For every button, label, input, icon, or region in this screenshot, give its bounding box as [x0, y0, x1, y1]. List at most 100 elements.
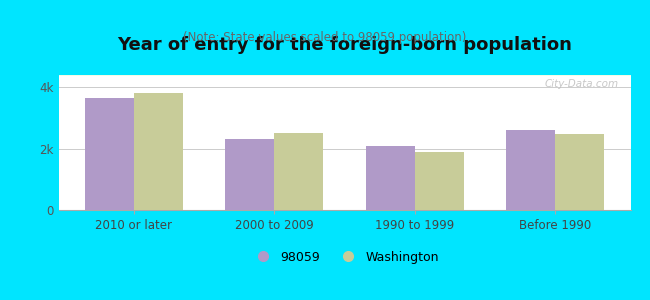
Bar: [58, 75, 630, 76]
Bar: [58, 75, 630, 76]
Bar: [58, 75, 630, 76]
Bar: [58, 75, 630, 76]
Bar: [58, 75, 630, 76]
Bar: [58, 75, 630, 76]
Bar: [58, 75, 630, 76]
Text: (Note: State values scaled to 98059 population): (Note: State values scaled to 98059 popu…: [183, 32, 467, 44]
Bar: [58, 75, 630, 76]
Bar: [58, 75, 630, 76]
Bar: [58, 75, 630, 76]
Bar: [58, 75, 630, 76]
Text: City-Data.com: City-Data.com: [545, 79, 619, 89]
Bar: [58, 75, 630, 76]
Bar: [58, 75, 630, 76]
Bar: [58, 75, 630, 76]
Bar: [58, 75, 630, 76]
Bar: [58, 75, 630, 76]
Bar: [58, 75, 630, 76]
Bar: [58, 75, 630, 76]
Bar: [58, 75, 630, 76]
Bar: [58, 75, 630, 76]
Bar: [58, 75, 630, 76]
Bar: [58, 75, 630, 76]
Bar: [58, 75, 630, 76]
Bar: [58, 75, 630, 76]
Bar: [58, 75, 630, 76]
Bar: [58, 75, 630, 76]
Bar: [58, 75, 630, 76]
Bar: [58, 75, 630, 76]
Bar: [58, 75, 630, 76]
Bar: [58, 75, 630, 76]
Bar: [58, 75, 630, 76]
Bar: [58, 75, 630, 76]
Bar: [58, 75, 630, 76]
Bar: [58, 75, 630, 76]
Bar: [555, 134, 605, 210]
Bar: [225, 140, 274, 210]
Bar: [58, 75, 630, 76]
Bar: [58, 75, 630, 76]
Bar: [58, 75, 630, 76]
Bar: [58, 75, 630, 76]
Bar: [58, 75, 630, 76]
Bar: [58, 75, 630, 76]
Bar: [58, 75, 630, 76]
Bar: [58, 75, 630, 76]
Bar: [58, 75, 630, 76]
Bar: [58, 75, 630, 76]
Bar: [58, 75, 630, 76]
Bar: [58, 75, 630, 76]
Bar: [58, 75, 630, 76]
Bar: [134, 93, 183, 210]
Bar: [58, 75, 630, 76]
Bar: [58, 75, 630, 76]
Bar: [58, 75, 630, 76]
Bar: [58, 75, 630, 76]
Bar: [58, 75, 630, 76]
Bar: [58, 75, 630, 76]
Bar: [58, 75, 630, 76]
Bar: [58, 75, 630, 76]
Bar: [58, 75, 630, 76]
Bar: [84, 98, 134, 210]
Bar: [58, 75, 630, 76]
Bar: [58, 75, 630, 76]
Bar: [58, 75, 630, 76]
Bar: [58, 75, 630, 76]
Bar: [58, 75, 630, 76]
Bar: [58, 75, 630, 76]
Bar: [58, 75, 630, 76]
Bar: [58, 75, 630, 76]
Bar: [58, 75, 630, 76]
Bar: [58, 75, 630, 76]
Bar: [58, 75, 630, 76]
Bar: [58, 75, 630, 76]
Bar: [58, 75, 630, 76]
Bar: [58, 75, 630, 76]
Bar: [58, 75, 630, 76]
Bar: [58, 75, 630, 76]
Bar: [58, 75, 630, 76]
Bar: [58, 75, 630, 76]
Bar: [58, 75, 630, 76]
Bar: [58, 75, 630, 76]
Bar: [58, 75, 630, 76]
Bar: [58, 75, 630, 76]
Bar: [58, 75, 630, 76]
Bar: [58, 75, 630, 76]
Bar: [58, 75, 630, 76]
Bar: [58, 75, 630, 76]
Bar: [58, 75, 630, 76]
Bar: [58, 75, 630, 76]
Bar: [58, 75, 630, 76]
Bar: [58, 75, 630, 76]
Bar: [58, 75, 630, 76]
Title: Year of entry for the foreign-born population: Year of entry for the foreign-born popul…: [117, 36, 572, 54]
Bar: [274, 133, 324, 210]
Bar: [58, 75, 630, 76]
Bar: [58, 75, 630, 76]
Bar: [58, 75, 630, 76]
Bar: [58, 75, 630, 76]
Bar: [58, 75, 630, 76]
